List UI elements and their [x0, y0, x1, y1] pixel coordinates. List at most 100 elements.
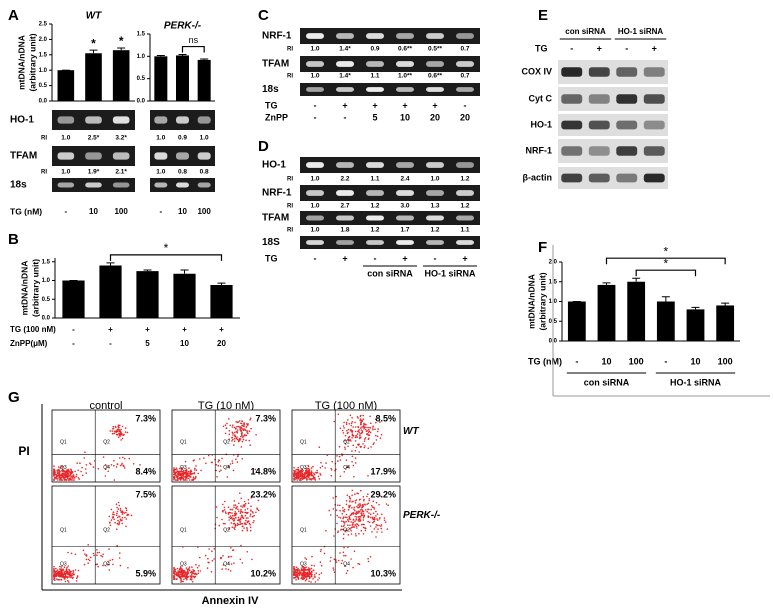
flow-event — [68, 479, 70, 481]
flow-event — [121, 437, 124, 440]
flow-event — [368, 516, 370, 518]
flow-event — [118, 522, 120, 524]
flow-event — [177, 570, 179, 572]
flow-event — [354, 500, 357, 502]
flow-event — [354, 515, 357, 518]
blot-band — [643, 173, 665, 183]
flow-event — [319, 472, 321, 475]
flow-event — [347, 431, 349, 434]
flow-event — [372, 522, 374, 524]
flow-event — [363, 440, 366, 443]
comparison-bracket — [605, 257, 726, 265]
flow-event — [233, 426, 236, 429]
flow-event — [350, 424, 353, 427]
flow-event — [60, 575, 63, 577]
flow-event — [173, 578, 175, 580]
flow-event — [200, 469, 202, 472]
bar — [197, 59, 211, 101]
flow-event — [231, 515, 234, 517]
flow-event — [115, 466, 118, 468]
flow-event — [337, 413, 340, 416]
flow-event — [228, 519, 230, 521]
flow-event — [90, 556, 92, 559]
flow-event — [231, 549, 234, 552]
chart-title: WT — [86, 11, 102, 22]
flow-event — [312, 475, 315, 478]
flow-event — [246, 527, 248, 529]
gel-band — [306, 240, 324, 245]
flow-event — [307, 464, 310, 467]
flow-event — [240, 523, 242, 525]
flow-event — [345, 421, 348, 424]
flow-event — [339, 504, 341, 507]
comparison-bracket — [635, 269, 697, 277]
flow-event — [84, 468, 87, 470]
flow-event — [246, 508, 249, 510]
flow-event — [240, 514, 243, 517]
flow-event — [363, 428, 365, 430]
flow-event — [319, 561, 322, 563]
condition-value: 10 — [178, 207, 187, 216]
flow-event — [58, 476, 60, 479]
flow-event — [59, 578, 61, 581]
flow-event — [342, 507, 344, 509]
quadrant-percent: 10.2% — [250, 568, 276, 578]
flow-event — [120, 433, 123, 435]
quadrant-percent: 29.2% — [370, 489, 396, 499]
flow-event — [387, 504, 390, 507]
flow-event — [313, 576, 316, 578]
flow-event — [358, 505, 361, 508]
flow-event — [303, 573, 305, 575]
flow-event — [347, 436, 350, 439]
flow-event — [373, 516, 376, 519]
quadrant-label: Q1 — [60, 527, 67, 533]
flow-event — [363, 515, 365, 518]
flow-event — [183, 578, 185, 581]
flow-event — [70, 552, 73, 555]
flow-event — [297, 567, 299, 570]
flow-event — [352, 519, 355, 521]
flow-event — [178, 568, 181, 570]
flow-event — [253, 520, 255, 522]
flow-event — [357, 430, 360, 432]
flow-event — [73, 477, 76, 479]
y-tick-label: 1.5 — [39, 52, 48, 58]
flow-event — [374, 418, 377, 421]
flow-event — [208, 548, 210, 550]
flow-event — [342, 533, 345, 535]
flow-event — [182, 569, 185, 572]
flow-event — [176, 477, 179, 480]
blot-band — [561, 67, 583, 77]
flow-event — [225, 512, 227, 514]
flow-event — [361, 504, 364, 507]
flow-event — [117, 501, 120, 504]
flow-event — [357, 443, 359, 446]
flow-event — [139, 464, 141, 466]
flow-event — [316, 469, 319, 472]
flow-event — [372, 427, 374, 429]
flow-event — [109, 524, 112, 527]
flow-event — [63, 479, 66, 481]
flow-event — [191, 571, 194, 574]
condition-value: 10 — [601, 356, 611, 366]
flow-event — [376, 518, 378, 520]
flow-event — [179, 474, 182, 477]
flow-event — [222, 522, 225, 525]
flow-event — [61, 465, 63, 468]
comparison-bracket — [181, 45, 205, 53]
flow-event — [61, 474, 63, 477]
flow-event — [218, 524, 221, 527]
flow-event — [303, 472, 306, 474]
flow-event — [188, 477, 190, 480]
flow-event — [377, 428, 380, 430]
flow-event — [69, 571, 71, 573]
flow-event — [123, 433, 125, 436]
flow-event — [71, 574, 73, 577]
flow-event — [174, 474, 177, 476]
blot-band — [588, 94, 610, 104]
blot-band — [561, 173, 583, 183]
flow-event — [231, 518, 234, 520]
flow-event — [351, 512, 353, 515]
quadrant-label: Q3 — [60, 562, 67, 568]
flow-event — [310, 570, 313, 573]
